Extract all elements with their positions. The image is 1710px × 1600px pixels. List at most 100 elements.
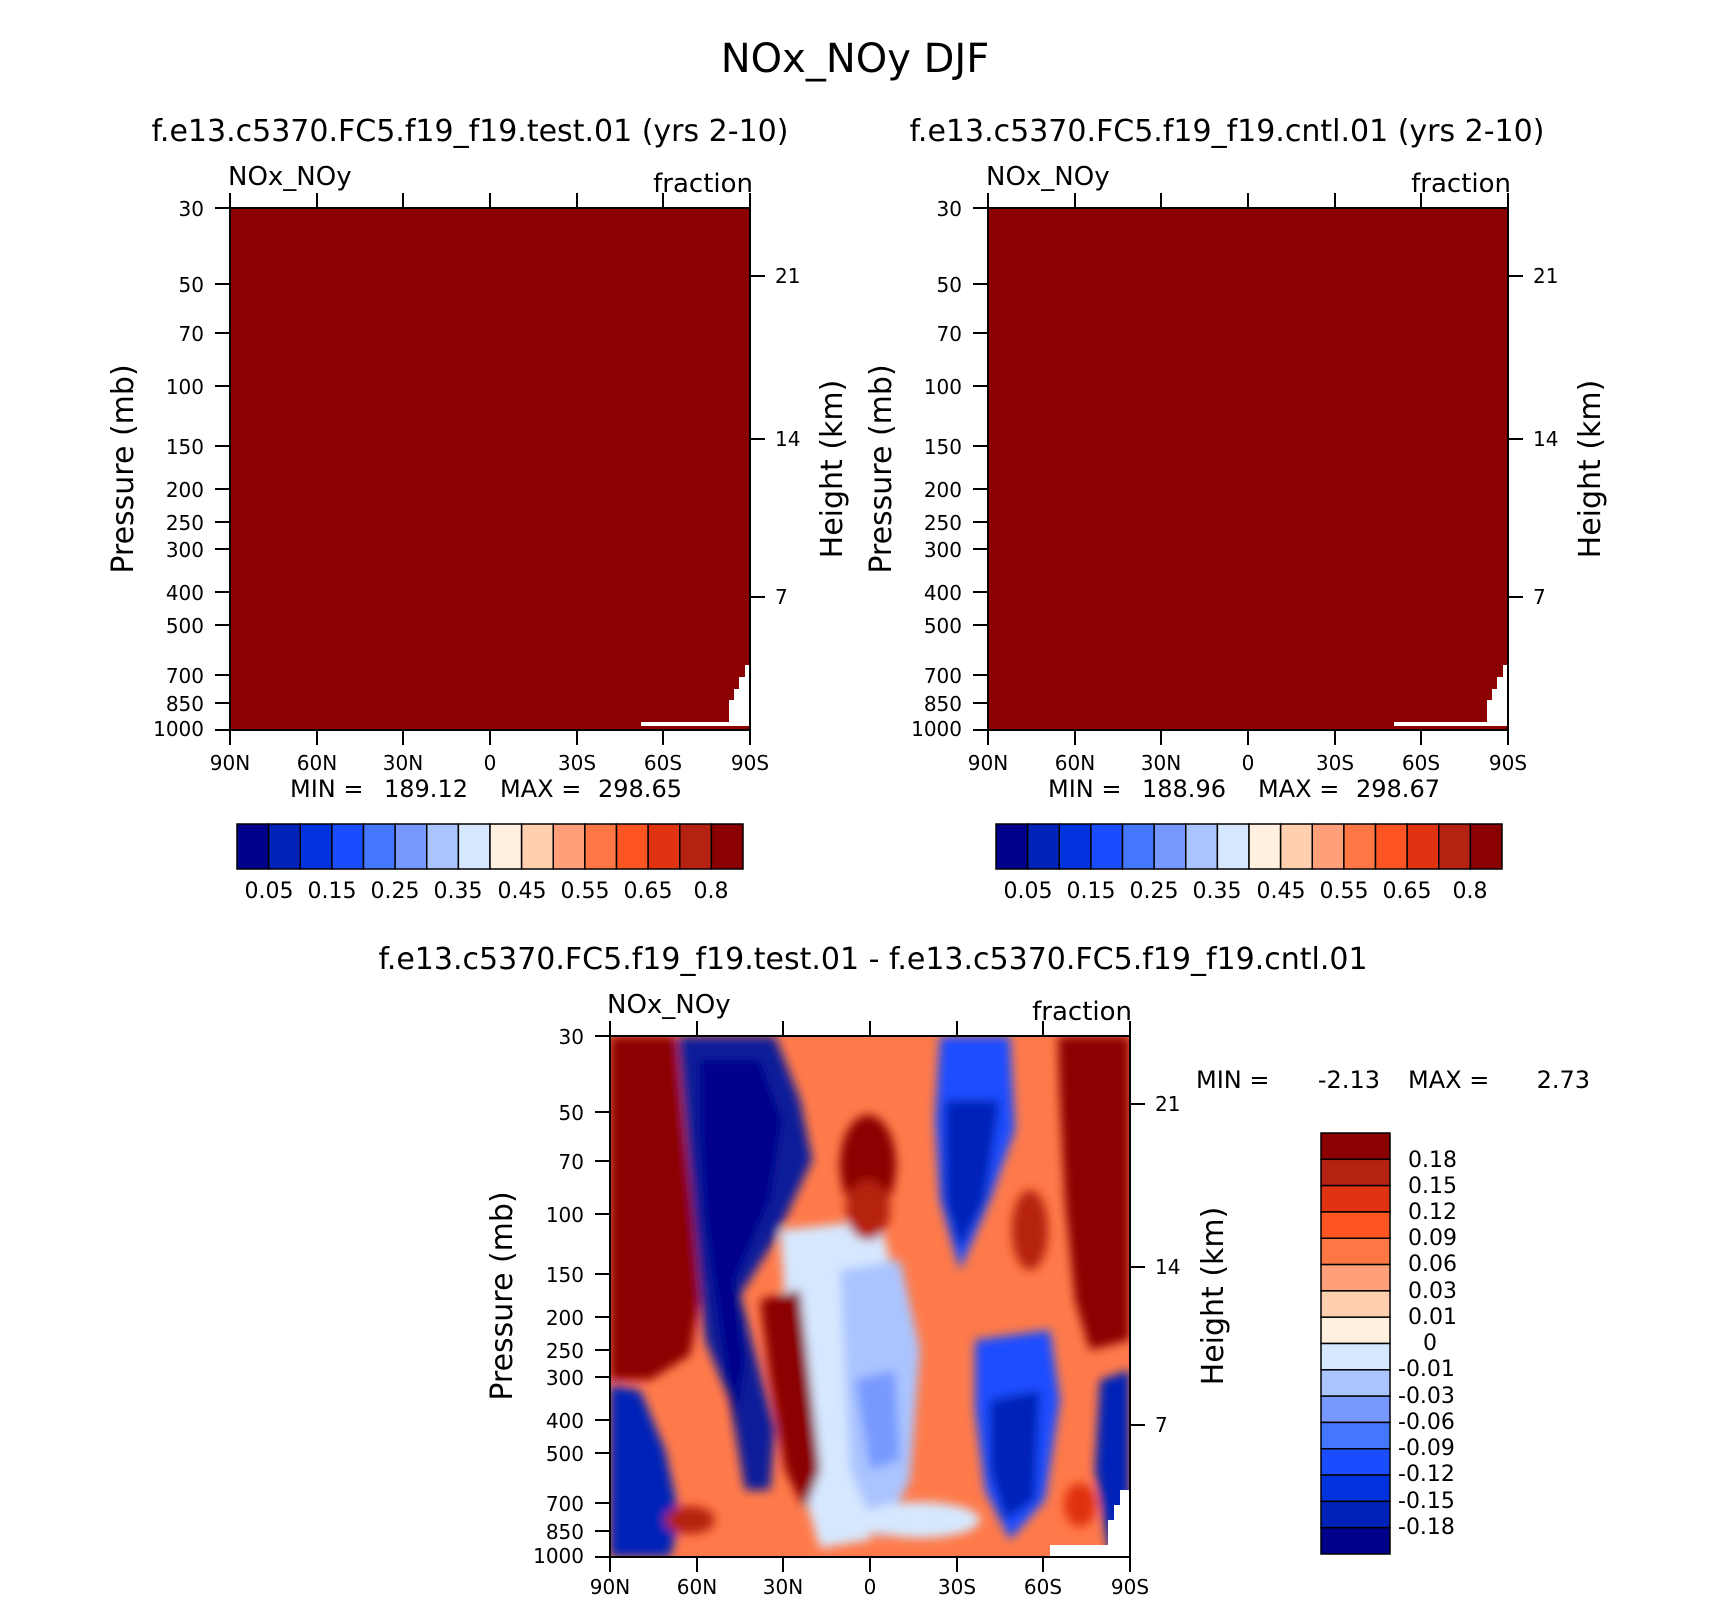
y-tick-label: 50 bbox=[179, 273, 204, 297]
colorbar-label: -0.06 bbox=[1398, 1410, 1455, 1435]
colorbar-swatch bbox=[1320, 1316, 1391, 1345]
colorbar-swatch bbox=[1320, 1342, 1391, 1371]
y-tick-label: 700 bbox=[924, 664, 962, 688]
y-tick-label: 250 bbox=[546, 1339, 584, 1363]
y2-tick-label: 14 bbox=[1533, 427, 1558, 451]
colorbar-swatch bbox=[1058, 823, 1092, 870]
missing-data-region bbox=[1394, 665, 1508, 726]
variable-label: NOx_NOy bbox=[228, 162, 352, 192]
colorbar-label: 0 bbox=[1423, 1331, 1437, 1356]
y2-tick-label: 7 bbox=[1533, 585, 1546, 609]
x-ticks bbox=[609, 1021, 1131, 1572]
colorbar-swatch bbox=[394, 823, 428, 870]
y-tick-label: 300 bbox=[924, 538, 962, 562]
colorbar-swatch bbox=[1469, 823, 1503, 870]
colorbar-swatch bbox=[1026, 823, 1060, 870]
x-tick-label: 60N bbox=[297, 751, 337, 775]
x-tick-label: 60S bbox=[1402, 751, 1440, 775]
y-tick-labels: 30 50 70 100 150 200 250 300 400 500 700… bbox=[911, 197, 962, 741]
x-tick-label: 30S bbox=[1316, 751, 1354, 775]
x-tick-label: 90S bbox=[731, 751, 769, 775]
y-tick-label: 30 bbox=[179, 197, 204, 221]
x-tick-label: 60S bbox=[644, 751, 682, 775]
colorbar-label: 0.05 bbox=[1004, 879, 1053, 904]
panel-title: f.e13.c5370.FC5.f19_f19.test.01 - f.e13.… bbox=[378, 942, 1367, 977]
contour-field bbox=[610, 1036, 1130, 1557]
y-tick-label: 50 bbox=[559, 1101, 584, 1125]
colorbar-swatch bbox=[426, 823, 460, 870]
colorbar-swatch bbox=[1153, 823, 1187, 870]
colorbar-label: -0.01 bbox=[1398, 1357, 1455, 1382]
y-tick-label: 100 bbox=[546, 1203, 584, 1227]
units-label: fraction bbox=[653, 169, 753, 199]
x-tick-label: 0 bbox=[864, 1575, 877, 1599]
colorbar-swatch bbox=[1320, 1290, 1391, 1318]
colorbar-swatch bbox=[1320, 1369, 1391, 1397]
min-value: -2.13 bbox=[1318, 1066, 1380, 1094]
colorbar-swatch bbox=[995, 823, 1029, 870]
y-tick-label: 150 bbox=[166, 435, 204, 459]
max-value: 2.73 bbox=[1537, 1066, 1590, 1094]
y-tick-label: 1000 bbox=[533, 1544, 584, 1568]
colorbar-swatch bbox=[1090, 823, 1124, 870]
y-tick-label: 400 bbox=[546, 1409, 584, 1433]
colorbar-label: 0.65 bbox=[1383, 879, 1432, 904]
units-label: fraction bbox=[1411, 169, 1511, 199]
x-tick-labels: 90N 60N 30N 0 30S 60S 90S bbox=[968, 751, 1527, 775]
y-tick-label: 400 bbox=[166, 581, 204, 605]
colorbar-swatch bbox=[1320, 1132, 1391, 1161]
colorbar-label: 0.55 bbox=[561, 879, 610, 904]
y2-ticks bbox=[1130, 1103, 1145, 1426]
colorbar-swatch bbox=[1311, 823, 1345, 870]
y-tick-label: 200 bbox=[166, 478, 204, 502]
panel-title: f.e13.c5370.FC5.f19_f19.test.01 (yrs 2-1… bbox=[152, 114, 789, 149]
colorbar-swatch bbox=[299, 823, 333, 870]
colorbar-swatch bbox=[1320, 1237, 1391, 1266]
min-value: 189.12 bbox=[384, 775, 468, 803]
colorbar-label: 0.15 bbox=[1408, 1174, 1457, 1199]
figure-title: NOx_NOy DJF bbox=[721, 36, 989, 82]
colorbar-swatch bbox=[1320, 1184, 1391, 1213]
colorbar-swatch bbox=[1320, 1448, 1391, 1476]
x-tick-label: 30N bbox=[1141, 751, 1181, 775]
x-ticks bbox=[987, 193, 1509, 745]
variable-label: NOx_NOy bbox=[986, 162, 1110, 192]
colorbar-label: 0.06 bbox=[1408, 1252, 1457, 1277]
y-tick-label: 100 bbox=[166, 375, 204, 399]
y-tick-label: 50 bbox=[937, 273, 962, 297]
colorbar-swatch bbox=[1320, 1158, 1391, 1187]
colorbar-label: 0.01 bbox=[1408, 1305, 1457, 1330]
colorbar-swatch bbox=[1216, 823, 1250, 870]
x-tick-label: 0 bbox=[1242, 751, 1255, 775]
y-tick-label: 70 bbox=[559, 1150, 584, 1174]
colorbar-swatch bbox=[710, 823, 744, 870]
y-axis-title: Pressure (mb) bbox=[485, 1191, 520, 1400]
y-tick-label: 850 bbox=[166, 692, 204, 716]
y2-ticks bbox=[750, 275, 765, 598]
max-label: MAX = bbox=[1258, 775, 1339, 803]
colorbar-labels: 0.05 0.15 0.25 0.35 0.45 0.55 0.65 0.8 bbox=[245, 879, 729, 904]
stats-line: MIN = -2.13 MAX = 2.73 bbox=[1196, 1066, 1590, 1094]
colorbar-swatch bbox=[1121, 823, 1155, 870]
x-ticks bbox=[229, 193, 751, 745]
colorbar-swatch bbox=[457, 823, 491, 870]
colorbar-swatch bbox=[267, 823, 301, 870]
y-tick-label: 700 bbox=[166, 664, 204, 688]
colorbar bbox=[236, 823, 744, 870]
min-label: MIN = bbox=[1048, 775, 1121, 803]
y-tick-label: 500 bbox=[546, 1442, 584, 1466]
y-tick-label: 70 bbox=[179, 322, 204, 346]
colorbar-label: -0.18 bbox=[1398, 1515, 1455, 1540]
max-label: MAX = bbox=[1408, 1066, 1489, 1094]
y-tick-label: 70 bbox=[937, 322, 962, 346]
colorbar-label: 0.65 bbox=[624, 879, 673, 904]
y-tick-label: 150 bbox=[546, 1263, 584, 1287]
y-tick-label: 300 bbox=[166, 538, 204, 562]
y-axis-title: Pressure (mb) bbox=[864, 364, 899, 573]
max-label: MAX = bbox=[500, 775, 581, 803]
colorbar-swatch bbox=[1320, 1395, 1391, 1424]
colorbar-swatch bbox=[1279, 823, 1313, 870]
panel-title: f.e13.c5370.FC5.f19_f19.cntl.01 (yrs 2-1… bbox=[910, 114, 1545, 149]
y-axis-title: Pressure (mb) bbox=[106, 364, 141, 573]
colorbar bbox=[995, 823, 1503, 870]
